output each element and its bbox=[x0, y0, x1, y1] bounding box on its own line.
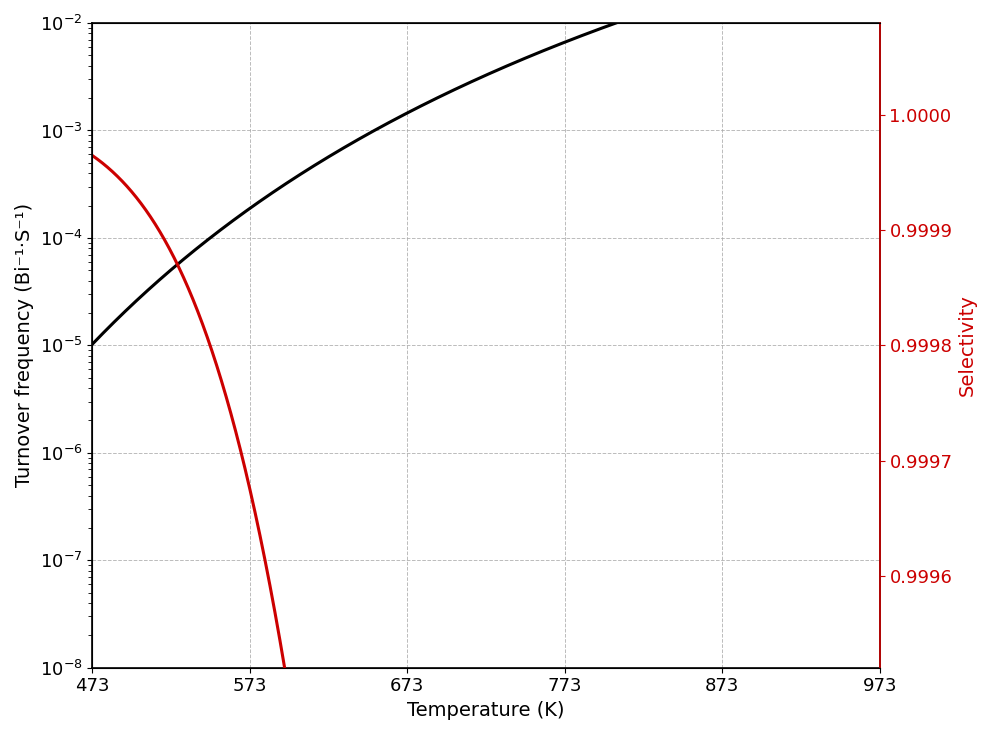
Y-axis label: Turnover frequency (Bi⁻¹·S⁻¹): Turnover frequency (Bi⁻¹·S⁻¹) bbox=[15, 204, 34, 487]
Y-axis label: Selectivity: Selectivity bbox=[958, 295, 977, 396]
X-axis label: Temperature (K): Temperature (K) bbox=[407, 701, 564, 720]
